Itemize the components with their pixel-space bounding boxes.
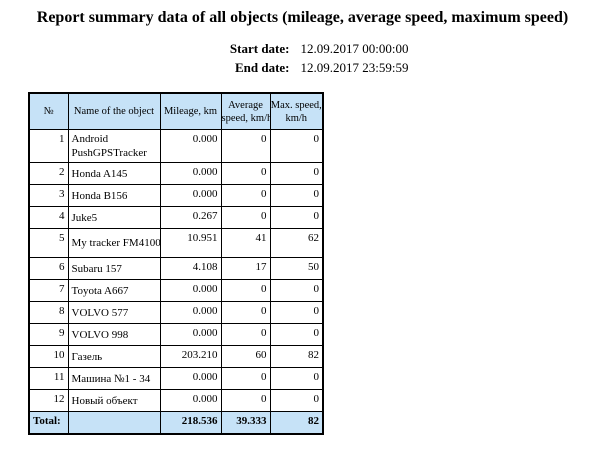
max-speed-cell: 62: [269, 228, 324, 258]
object-name-cell: VOLVO 998: [67, 323, 161, 346]
report-table: № Name of the object Mileage, km Average…: [28, 92, 324, 435]
column-header-max-speed: Max. speed, km/h: [269, 92, 324, 130]
total-row: Total: 218.536 39.333 82: [28, 411, 324, 435]
report-date-range: Start date: 12.09.2017 00:00:00 End date…: [0, 39, 605, 77]
mileage-cell: 0.000: [159, 184, 222, 207]
mileage-cell: 0.000: [159, 162, 222, 185]
column-header-avg-speed: Average speed, km/h: [220, 92, 271, 130]
column-header-mileage-text: Mileage, km: [163, 106, 218, 117]
report-page: Report summary data of all objects (mile…: [0, 7, 605, 475]
row-number-cell: 7: [28, 279, 69, 302]
table-row: 2 Honda A145 0.000 0 0: [28, 162, 324, 185]
avg-speed-cell: 0: [220, 367, 271, 390]
max-speed-cell: 0: [269, 301, 324, 324]
table-row: 4 Juke5 0.267 0 0: [28, 206, 324, 229]
column-header-max-speed-line2: km/h: [285, 112, 308, 124]
max-speed-cell: 0: [269, 162, 324, 185]
object-name-cell: Машина №1 - 34: [67, 367, 161, 390]
max-speed-cell: 0: [269, 323, 324, 346]
avg-speed-cell: 41: [220, 228, 271, 258]
start-date-label: Start date:: [229, 41, 290, 56]
column-header-mileage: Mileage, km: [159, 92, 222, 130]
table-row: 9 VOLVO 998 0.000 0 0: [28, 323, 324, 346]
row-number-cell: 10: [28, 345, 69, 368]
max-speed-cell: 0: [269, 279, 324, 302]
column-header-avg-speed-line1: Average: [228, 99, 263, 111]
mileage-cell: 0.000: [159, 323, 222, 346]
table-row: 6 Subaru 157 4.108 17 50: [28, 257, 324, 280]
total-mileage: 218.536: [159, 411, 222, 435]
max-speed-cell: 0: [269, 184, 324, 207]
avg-speed-cell: 0: [220, 162, 271, 185]
column-header-max-speed-line1: Max. speed,: [270, 99, 322, 111]
object-name-cell: VOLVO 577: [67, 301, 161, 324]
avg-speed-cell: 0: [220, 129, 271, 163]
avg-speed-cell: 17: [220, 257, 271, 280]
start-date-value: 12.09.2017 00:00:00: [300, 41, 409, 56]
table-row: 8 VOLVO 577 0.000 0 0: [28, 301, 324, 324]
mileage-cell: 203.210: [159, 345, 222, 368]
object-name-cell: Juke5: [67, 206, 161, 229]
total-avg-speed: 39.333: [220, 411, 271, 435]
object-name-cell: Toyota A667: [67, 279, 161, 302]
max-speed-cell: 0: [269, 129, 324, 163]
column-header-avg-speed-line2: speed, km/h: [221, 112, 270, 124]
avg-speed-cell: 0: [220, 279, 271, 302]
table-row: 3 Honda B156 0.000 0 0: [28, 184, 324, 207]
table-row: 12 Новый объект 0.000 0 0: [28, 389, 324, 412]
column-header-name: Name of the object: [67, 92, 161, 130]
mileage-cell: 0.000: [159, 279, 222, 302]
table-row: 5 My tracker FM4100 10.951 41 62: [28, 228, 324, 258]
table-row: 10 Газель 203.210 60 82: [28, 345, 324, 368]
row-number-cell: 2: [28, 162, 69, 185]
row-number-cell: 3: [28, 184, 69, 207]
mileage-cell: 0.000: [159, 367, 222, 390]
row-number-cell: 12: [28, 389, 69, 412]
mileage-cell: 0.000: [159, 129, 222, 163]
max-speed-cell: 0: [269, 389, 324, 412]
column-header-name-text: Name of the object: [73, 106, 155, 117]
row-number-cell: 9: [28, 323, 69, 346]
avg-speed-cell: 0: [220, 184, 271, 207]
total-name-cell: [67, 411, 161, 435]
total-label: Total:: [28, 411, 69, 435]
report-title: Report summary data of all objects (mile…: [36, 9, 569, 26]
row-number-cell: 4: [28, 206, 69, 229]
mileage-cell: 10.951: [159, 228, 222, 258]
mileage-cell: 0.000: [159, 389, 222, 412]
row-number-cell: 11: [28, 367, 69, 390]
end-date-value: 12.09.2017 23:59:59: [300, 60, 409, 75]
mileage-cell: 4.108: [159, 257, 222, 280]
table-row: 1 Android PushGPSTracker 0.000 0 0: [28, 129, 324, 163]
object-name-cell: Honda A145: [67, 162, 161, 185]
avg-speed-cell: 60: [220, 345, 271, 368]
table-row: 11 Машина №1 - 34 0.000 0 0: [28, 367, 324, 390]
object-name-cell: Subaru 157: [67, 257, 161, 280]
object-name-cell: My tracker FM4100: [67, 228, 161, 258]
max-speed-cell: 50: [269, 257, 324, 280]
object-name-cell: Android PushGPSTracker: [67, 129, 161, 163]
avg-speed-cell: 0: [220, 301, 271, 324]
max-speed-cell: 82: [269, 345, 324, 368]
avg-speed-cell: 0: [220, 323, 271, 346]
row-number-cell: 8: [28, 301, 69, 324]
table-row: 7 Toyota A667 0.000 0 0: [28, 279, 324, 302]
column-header-number: №: [28, 92, 69, 130]
row-number-cell: 1: [28, 129, 69, 163]
max-speed-cell: 0: [269, 367, 324, 390]
column-header-number-text: №: [43, 106, 54, 117]
avg-speed-cell: 0: [220, 206, 271, 229]
object-name-cell: Новый объект: [67, 389, 161, 412]
total-max-speed: 82: [269, 411, 324, 435]
end-date-label: End date:: [234, 60, 290, 75]
object-name-cell: Honda B156: [67, 184, 161, 207]
row-number-cell: 5: [28, 228, 69, 258]
max-speed-cell: 0: [269, 206, 324, 229]
object-name-cell: Газель: [67, 345, 161, 368]
row-number-cell: 6: [28, 257, 69, 280]
header-row: № Name of the object Mileage, km Average…: [28, 92, 324, 130]
mileage-cell: 0.000: [159, 301, 222, 324]
avg-speed-cell: 0: [220, 389, 271, 412]
mileage-cell: 0.267: [159, 206, 222, 229]
